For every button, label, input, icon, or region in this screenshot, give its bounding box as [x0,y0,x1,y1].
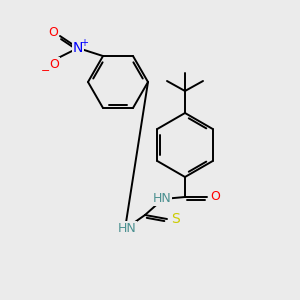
Text: O: O [48,26,58,38]
Text: −: − [41,66,51,76]
Text: O: O [210,190,220,203]
Text: HN: HN [153,191,171,205]
Text: O: O [49,58,59,70]
Text: S: S [171,212,179,226]
Text: +: + [80,38,88,48]
Text: HN: HN [118,221,136,235]
Text: N: N [73,41,83,55]
